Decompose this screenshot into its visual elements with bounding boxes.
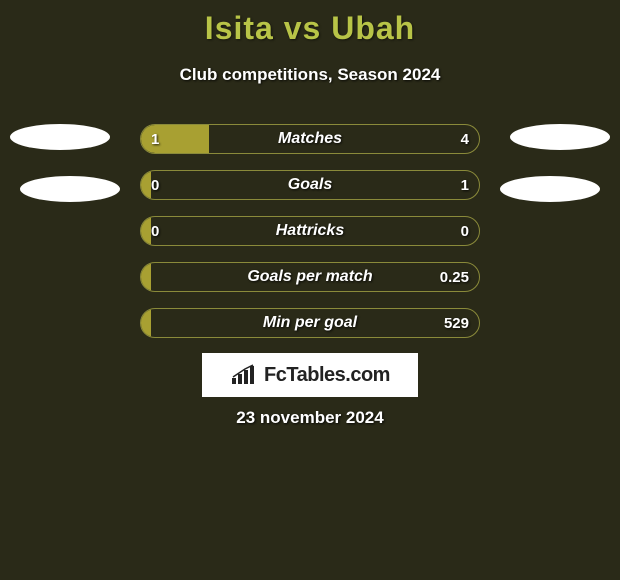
chart-icon: [230, 364, 258, 386]
bar-row-goals-per-match: Goals per match 0.25: [140, 262, 480, 292]
bar-row-min-per-goal: Min per goal 529: [140, 308, 480, 338]
avatar-left-bottom: [20, 176, 120, 202]
bar-value-right: 529: [444, 309, 469, 337]
bar-label: Goals: [141, 171, 479, 199]
logo-text: FcTables.com: [264, 364, 390, 387]
bar-label: Hattricks: [141, 217, 479, 245]
page-title: Isita vs Ubah: [0, 0, 620, 47]
logo: FcTables.com: [230, 364, 390, 387]
comparison-bars: 1 Matches 4 0 Goals 1 0 Hattricks 0 Goal…: [140, 124, 480, 354]
bar-row-matches: 1 Matches 4: [140, 124, 480, 154]
bar-label: Matches: [141, 125, 479, 153]
bar-value-right: 0.25: [440, 263, 469, 291]
bar-label: Min per goal: [141, 309, 479, 337]
avatar-right-bottom: [500, 176, 600, 202]
page-subtitle: Club competitions, Season 2024: [0, 65, 620, 85]
bar-row-goals: 0 Goals 1: [140, 170, 480, 200]
bar-value-right: 1: [461, 171, 469, 199]
logo-box: FcTables.com: [202, 353, 418, 397]
bar-value-right: 4: [461, 125, 469, 153]
bar-value-right: 0: [461, 217, 469, 245]
avatar-right-top: [510, 124, 610, 150]
date-text: 23 november 2024: [0, 408, 620, 428]
bar-row-hattricks: 0 Hattricks 0: [140, 216, 480, 246]
bar-label: Goals per match: [141, 263, 479, 291]
avatar-left-top: [10, 124, 110, 150]
